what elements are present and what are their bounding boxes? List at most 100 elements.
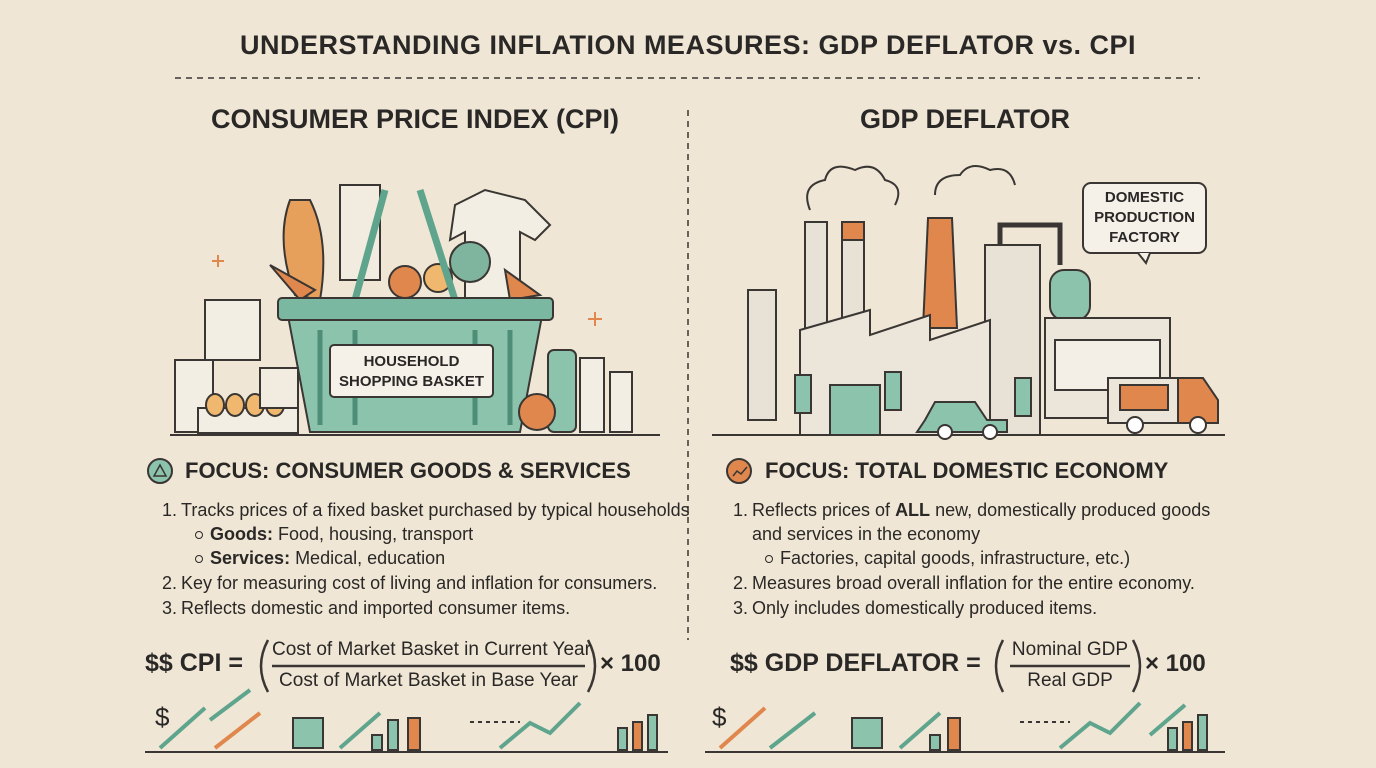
formula-multiplier: × 100: [600, 650, 661, 677]
basket-label: HOUSEHOLD SHOPPING BASKET: [330, 352, 493, 392]
basket-illustration-part: [204, 299, 261, 361]
item-text: Tracks prices of a fixed basket purchase…: [181, 500, 690, 520]
item-number: 1.: [733, 500, 749, 520]
sub-item: Factories, capital goods, infrastructure…: [765, 548, 1130, 569]
item-number: 2.: [162, 573, 178, 593]
mini-charts-part: [407, 717, 1193, 751]
basket-illustration-part: [579, 357, 605, 433]
mini-charts-part-part: [292, 717, 324, 749]
item-number: 2.: [733, 573, 749, 593]
mini-charts-part-part: [647, 714, 658, 751]
mini-charts-part: [213, 706, 767, 750]
factory-illustration-part-part: [1014, 377, 1032, 417]
list-item: 1. Tracks prices of a fixed basket purcha…: [162, 500, 690, 521]
list-item: 2. Key for measuring cost of living and i…: [162, 573, 657, 594]
basket-illustration-part: [351, 188, 459, 302]
factory-illustration-part: [794, 371, 1032, 417]
basket-illustration-part: [269, 264, 317, 302]
formula-denominator: Real GDP: [1027, 670, 1113, 691]
sub-item: Goods: Food, housing, transport: [195, 524, 473, 545]
mini-charts-part-part: [1197, 714, 1208, 751]
section-heading: GDP DEFLATOR: [859, 104, 1070, 134]
formula-brackets: [259, 639, 1142, 693]
factory-illustration-part: [1049, 269, 1091, 321]
formula-brackets-part: [1131, 639, 1142, 693]
factory-illustration-part: [1137, 252, 1151, 265]
list-item: 2. Measures broad overall inflation for t…: [733, 573, 1195, 594]
factory-illustration-part-part: [884, 371, 902, 411]
basket-illustration-part: [277, 297, 554, 321]
factory-illustration-part: [997, 222, 1063, 265]
formula-brackets-part: [994, 639, 1005, 693]
currency-icon: $: [155, 702, 170, 732]
label-line: SHOPPING BASKET: [338, 373, 485, 390]
factory-illustration-part: [915, 401, 1008, 433]
item-number: 1.: [162, 500, 178, 520]
label-line: FACTORY: [1109, 229, 1180, 246]
formula-brackets-part: [259, 639, 270, 693]
currency-icon: $: [712, 702, 727, 732]
factory-illustration-part: [806, 165, 900, 211]
page-title: UNDERSTANDING INFLATION MEASURES: GDP DE…: [239, 30, 1137, 60]
basket-illustration-part-part: [225, 393, 245, 417]
factory-illustration-part: [1126, 416, 1144, 434]
mini-charts-part: [292, 714, 1208, 751]
focus-heading: FOCUS: CONSUMER GOODS & SERVICES: [185, 458, 631, 483]
factory-illustration-part-part: [794, 374, 812, 414]
mini-charts-part-part: [851, 717, 883, 749]
factory-illustration-part: [1119, 384, 1169, 411]
item-number: 3.: [733, 598, 749, 618]
label-line: PRODUCTION: [1094, 209, 1195, 226]
basket-illustration-part: [259, 367, 299, 409]
item-text: Reflects prices of: [752, 500, 896, 520]
mini-charts-part-part: [1167, 727, 1178, 751]
mini-charts: [145, 688, 1225, 753]
factory-illustration-part: [921, 217, 959, 329]
sub-text: Food, housing, transport: [273, 524, 474, 544]
factory-illustration: [747, 165, 1219, 440]
sub-text: Factories, capital goods, infrastructure…: [780, 548, 1131, 568]
factory-illustration-part: [841, 221, 865, 241]
sub-item: Services: Medical, education: [195, 548, 445, 569]
factory-illustration-part: [937, 424, 953, 440]
basket-illustration-part: [609, 371, 633, 433]
basket-illustration-part: [212, 255, 602, 326]
formula-brackets-part: [586, 639, 597, 693]
basket-illustration-part: [449, 241, 491, 283]
item-continuation: and services in the economy: [752, 524, 981, 544]
factory-illustration-part: [1189, 416, 1207, 434]
focus-icons-part: [732, 466, 748, 477]
list-item: 3. Only includes domestically produced it…: [733, 598, 1097, 619]
item-emphasis: ALL: [895, 500, 931, 520]
mini-charts-part-part: [1182, 721, 1193, 751]
focus-icons-part: [147, 458, 173, 484]
formula-lhs: $$ CPI =: [145, 649, 243, 677]
factory-label: DOMESTIC PRODUCTION FACTORY: [1083, 188, 1206, 248]
focus-heading: FOCUS: TOTAL DOMESTIC ECONOMY: [765, 458, 1169, 483]
mini-charts-part-part: [617, 727, 628, 751]
item-text: Only includes domestically produced item…: [752, 598, 1098, 618]
basket-illustration-part-part: [205, 393, 225, 417]
basket-illustration-part: [329, 344, 494, 398]
formula-numerator: Nominal GDP: [1011, 639, 1129, 660]
item-text: Key for measuring cost of living and inf…: [181, 573, 658, 593]
factory-illustration-part: [982, 424, 998, 440]
list-item: 1. Reflects prices of ALL new, domestical…: [733, 500, 1210, 521]
focus-icons-part: [726, 458, 752, 484]
formula-denominator: Cost of Market Basket in Base Year: [279, 670, 578, 691]
dividers: [175, 77, 1200, 640]
factory-illustration-part: [934, 165, 1016, 196]
factory-illustration-part: [829, 384, 881, 436]
mini-charts-part-part: [947, 717, 961, 751]
focus-icons-part: [152, 463, 168, 477]
basket-illustration-part: [518, 393, 556, 431]
factory-illustration-part: [1177, 377, 1219, 424]
focus-icons: [147, 458, 752, 484]
formula-lhs: $$ GDP DEFLATOR =: [730, 649, 981, 677]
mini-charts-part-part: [371, 734, 383, 751]
item-number: 3.: [162, 598, 178, 618]
sub-label: Goods:: [210, 524, 273, 544]
